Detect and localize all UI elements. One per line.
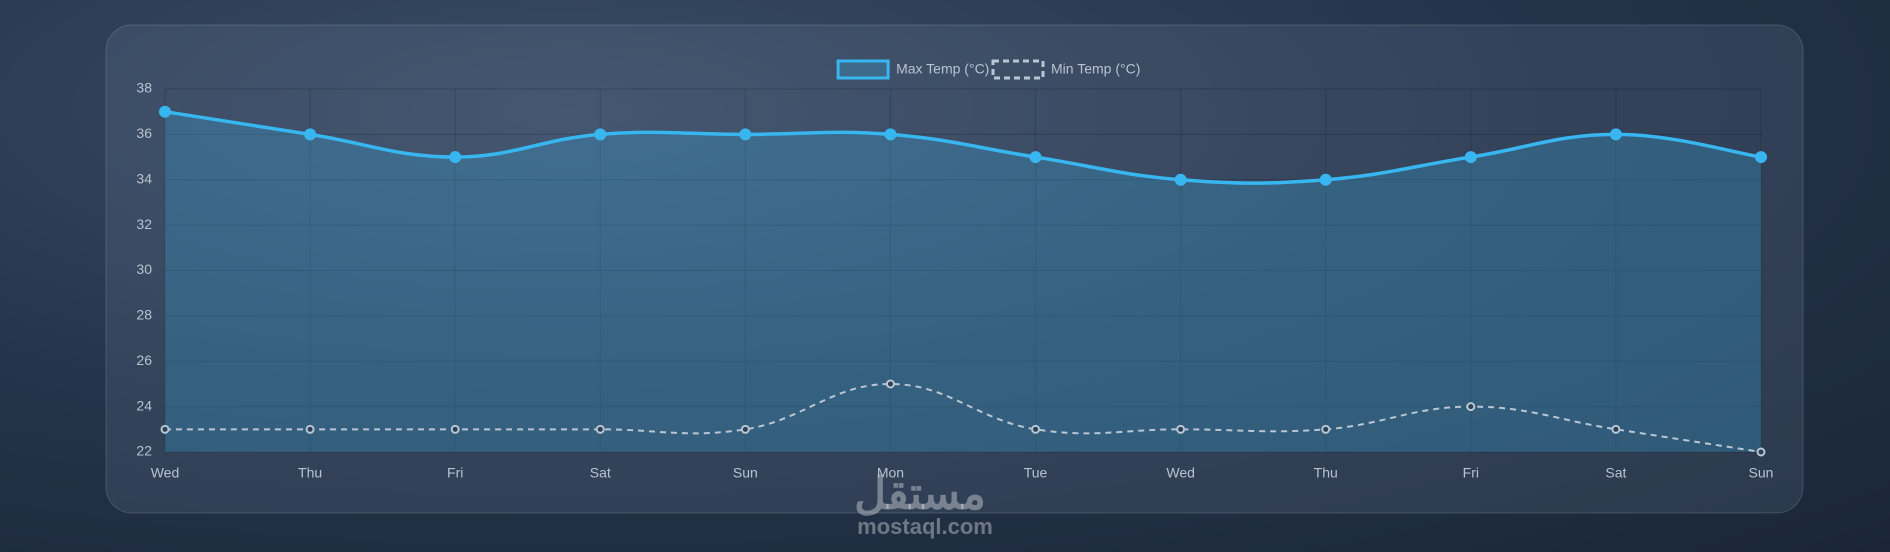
watermark-latin: mostaql.com xyxy=(857,514,993,539)
point xyxy=(449,151,462,164)
area xyxy=(165,111,1761,452)
y-tick-label: 30 xyxy=(136,261,152,277)
x-tick-label: Mon xyxy=(877,465,904,481)
point xyxy=(1466,402,1476,412)
y-tick-label: 26 xyxy=(136,352,152,368)
point xyxy=(450,424,460,434)
x-tick-label: Thu xyxy=(298,465,322,481)
point xyxy=(159,105,171,118)
y-tick-label: 28 xyxy=(136,307,152,323)
point xyxy=(739,128,752,141)
watermark-arabic: مستقل xyxy=(854,470,986,519)
x-tick-label: Fri xyxy=(1463,465,1479,481)
legend-swatch xyxy=(991,59,1045,80)
point xyxy=(1611,424,1621,434)
point xyxy=(884,128,897,141)
y-tick-label: 22 xyxy=(136,443,152,459)
point xyxy=(1756,447,1766,457)
point xyxy=(1174,173,1187,186)
x-tick-label: Sat xyxy=(1605,465,1626,481)
point xyxy=(1029,151,1042,164)
x-tick-label: Thu xyxy=(1314,465,1338,481)
x-tick-label: Wed xyxy=(1166,465,1195,481)
y-tick-label: 38 xyxy=(136,80,152,96)
y-tick-label: 34 xyxy=(136,170,152,186)
point xyxy=(1464,151,1477,164)
point xyxy=(1321,424,1331,434)
point xyxy=(885,379,895,389)
x-tick-label: Sun xyxy=(733,465,758,481)
y-tick-label: 32 xyxy=(136,216,152,232)
point xyxy=(595,424,605,434)
point xyxy=(305,424,315,434)
point xyxy=(1755,151,1767,164)
legend-label: Max Temp (°C) xyxy=(896,61,989,77)
legend-label: Min Temp (°C) xyxy=(1051,61,1140,77)
point xyxy=(1609,128,1622,141)
line xyxy=(165,382,1762,453)
point xyxy=(1319,173,1332,186)
point xyxy=(594,128,607,141)
point xyxy=(160,424,170,434)
point xyxy=(1031,424,1041,434)
x-tick-label: Wed xyxy=(151,465,180,481)
x-tick-label: Tue xyxy=(1024,465,1048,481)
point xyxy=(740,424,750,434)
x-tick-label: Fri xyxy=(447,465,463,481)
x-tick-label: Sun xyxy=(1749,465,1774,481)
legend-swatch xyxy=(836,59,890,80)
x-tick-label: Sat xyxy=(590,465,611,481)
line xyxy=(164,109,1762,185)
point xyxy=(304,128,317,141)
y-tick-label: 36 xyxy=(136,125,152,141)
point xyxy=(1176,424,1186,434)
y-tick-label: 24 xyxy=(136,397,152,413)
